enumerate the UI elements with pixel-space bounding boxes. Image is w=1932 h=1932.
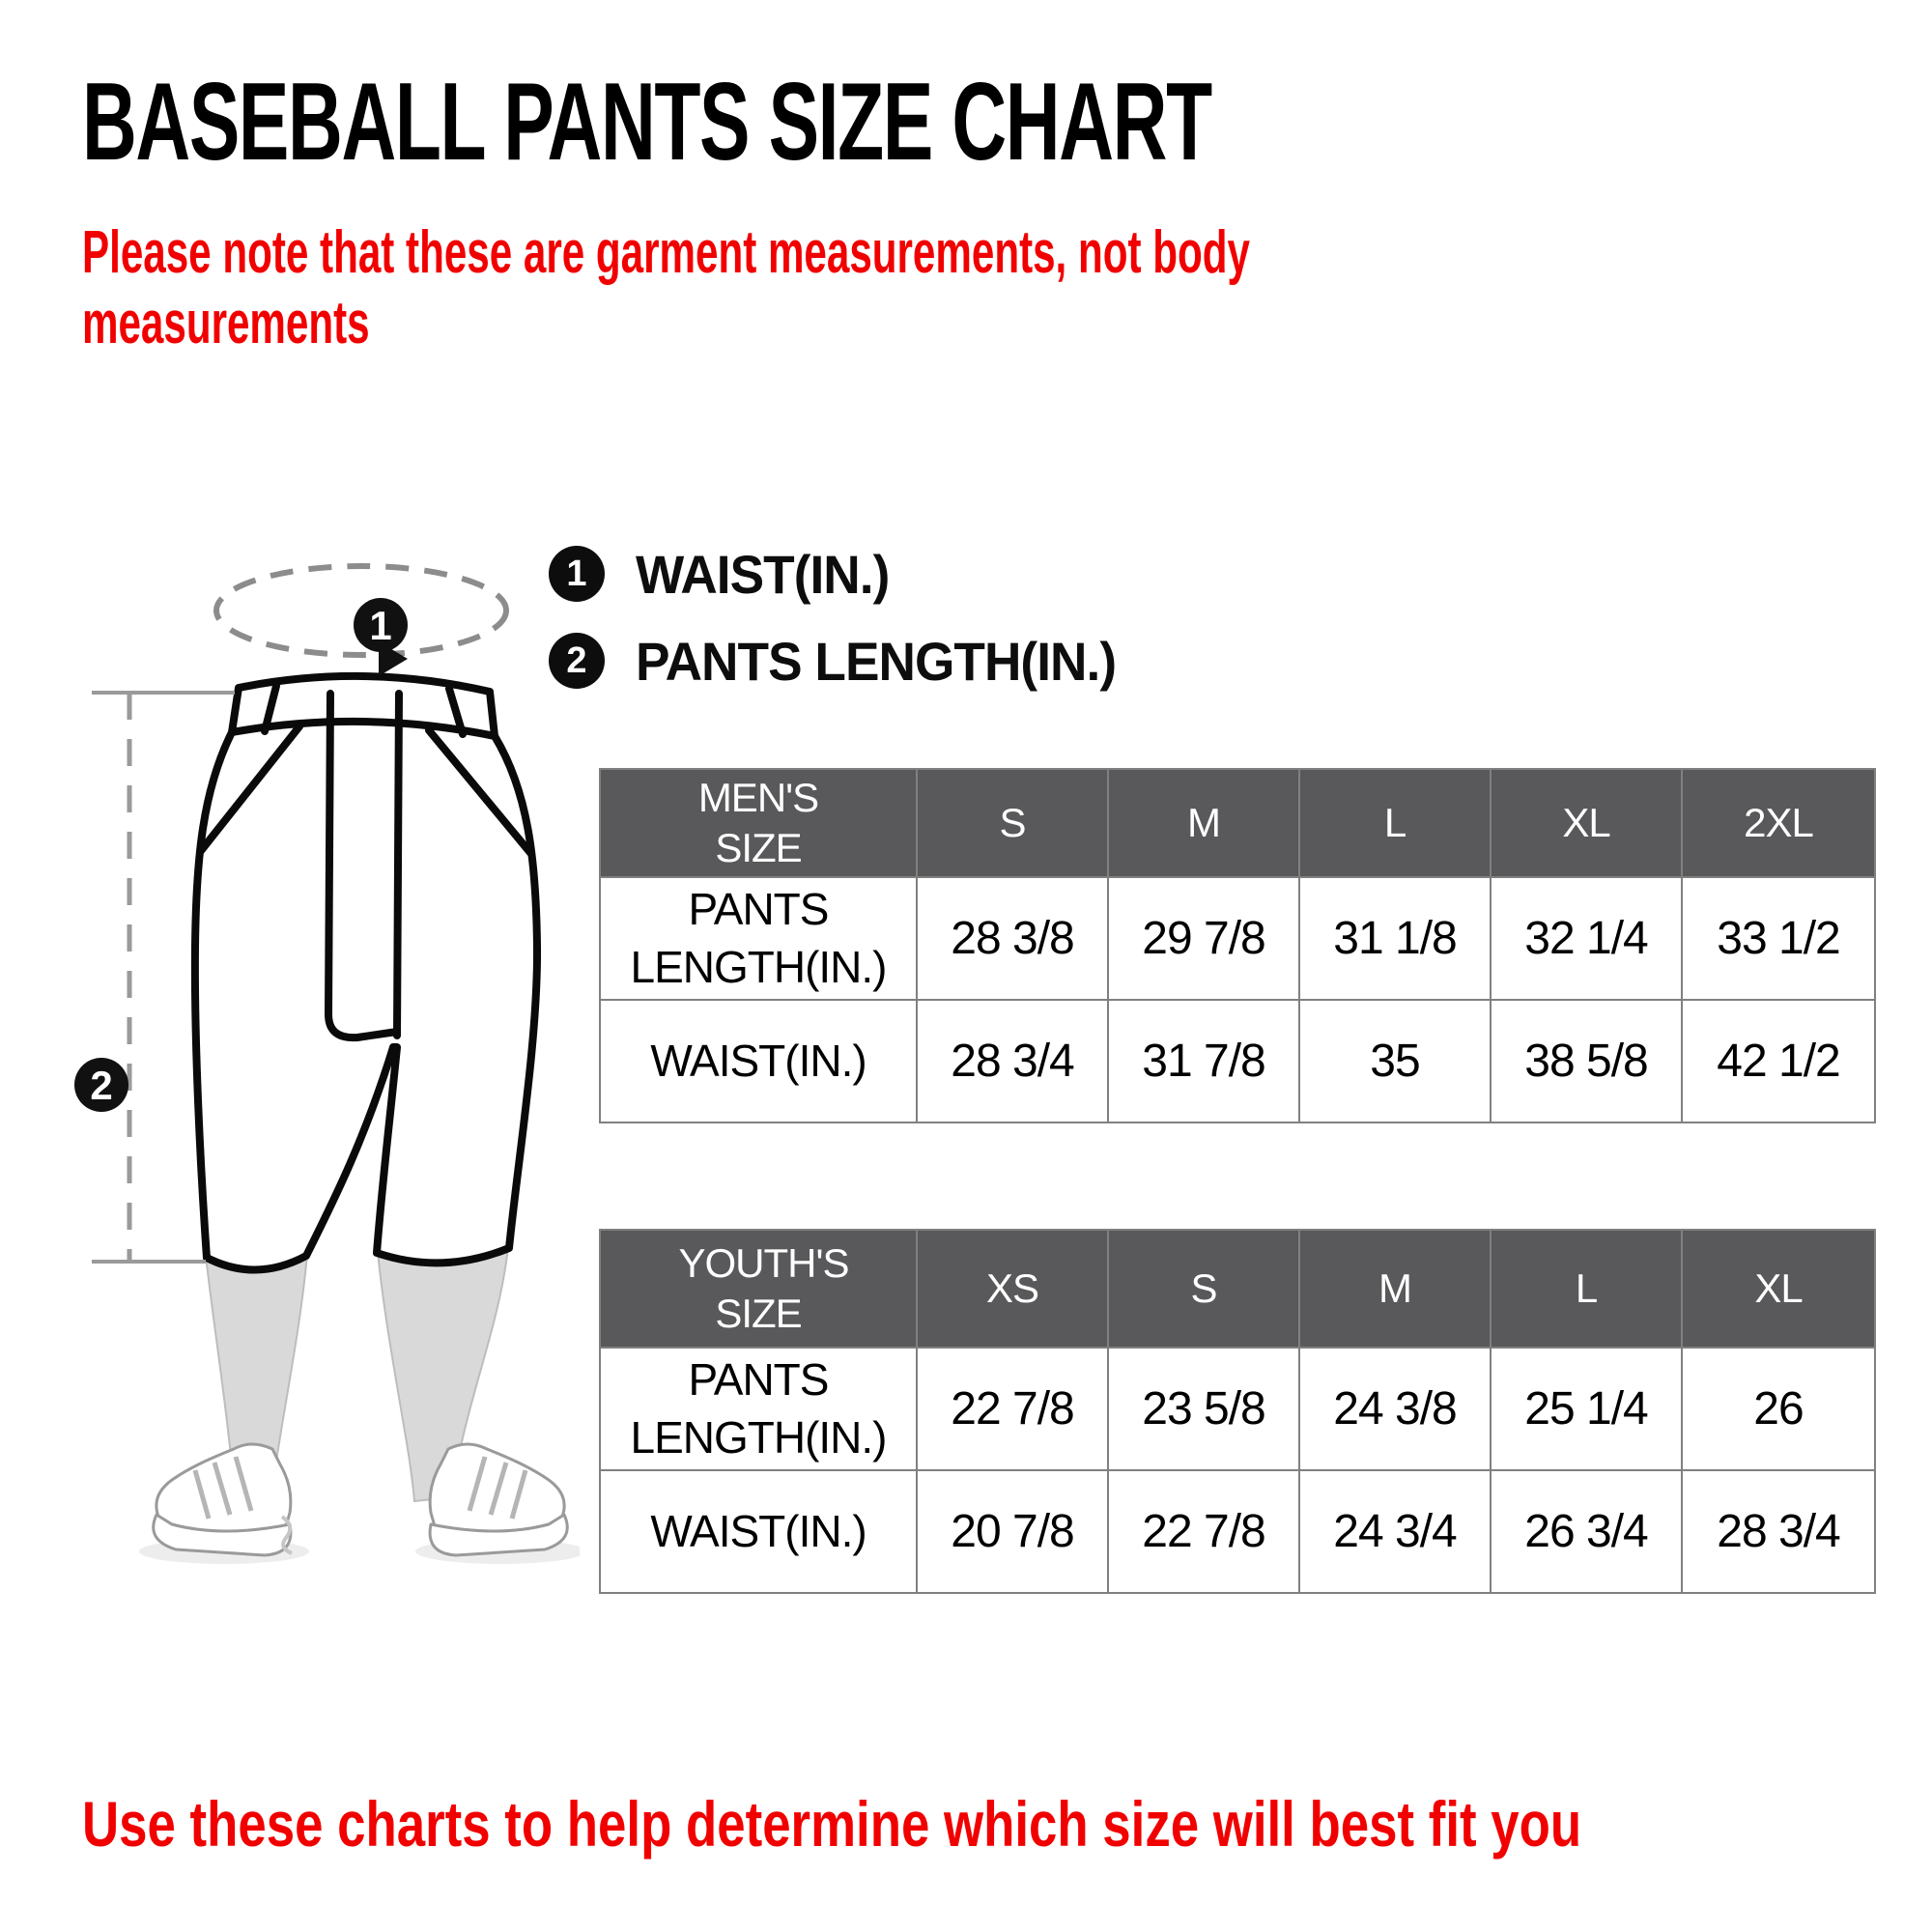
- legend-item-pants-length: 2 PANTS LENGTH(IN.): [549, 631, 1141, 692]
- cell: 28 3/4: [916, 999, 1109, 1123]
- waist-measure-ellipse: [213, 563, 509, 658]
- cell: 42 1/2: [1681, 999, 1876, 1123]
- row-label-text: WAIST(IN.): [650, 1505, 867, 1556]
- row-label: PANTS LENGTH(IN.): [599, 876, 918, 1001]
- mens-table-title-text: MEN'S SIZE: [697, 774, 819, 871]
- mens-header-row: MEN'S SIZE S M L XL 2XL: [600, 769, 1876, 878]
- cell: 35: [1298, 999, 1492, 1123]
- youths-waist-row: WAIST(IN.) 20 7/8 22 7/8 24 3/4 26 3/4 2…: [599, 1469, 1876, 1594]
- youths-col-m: M: [1298, 1230, 1492, 1349]
- cell: 22 7/8: [1107, 1469, 1300, 1594]
- garment-measurement-note: Please note that these are garment measu…: [82, 219, 1250, 357]
- marker-1-badge: 1: [354, 598, 408, 652]
- mens-col-xl: XL: [1490, 769, 1683, 878]
- pants-diagram: 1 2: [74, 563, 580, 1564]
- youths-size-table: YOUTH'S SIZE XS S M L XL PANTS LENGTH(IN…: [599, 1229, 1876, 1594]
- svg-text:1: 1: [369, 603, 391, 648]
- pocket-lines: [196, 723, 535, 858]
- cell: 31 1/8: [1298, 876, 1492, 1001]
- mens-table-title: MEN'S SIZE: [600, 769, 918, 878]
- legend: 1 WAIST(IN.) 2 PANTS LENGTH(IN.): [549, 544, 1141, 720]
- legend-label-waist: WAIST(IN.): [636, 543, 890, 605]
- legend-badge-1: 1: [549, 546, 605, 602]
- svg-text:2: 2: [90, 1063, 112, 1108]
- cell: 25 1/4: [1490, 1347, 1683, 1471]
- left-shoe: [152, 1442, 293, 1557]
- row-label: PANTS LENGTH(IN.): [599, 1347, 918, 1471]
- youths-pants-length-row: PANTS LENGTH(IN.) 22 7/8 23 5/8 24 3/8 2…: [599, 1347, 1876, 1471]
- youths-col-s: S: [1107, 1230, 1300, 1349]
- cell: 20 7/8: [916, 1469, 1109, 1594]
- row-label: WAIST(IN.): [599, 999, 918, 1123]
- youths-col-xs: XS: [916, 1230, 1109, 1349]
- cell: 38 5/8: [1490, 999, 1683, 1123]
- cell: 26 3/4: [1490, 1469, 1683, 1594]
- mens-col-l: L: [1298, 769, 1492, 878]
- mens-col-m: M: [1107, 769, 1300, 878]
- cell: 33 1/2: [1681, 876, 1876, 1001]
- row-label-text: WAIST(IN.): [650, 1035, 867, 1086]
- youths-col-xl: XL: [1681, 1230, 1876, 1349]
- youths-table-title: YOUTH'S SIZE: [600, 1230, 918, 1349]
- mens-waist-row: WAIST(IN.) 28 3/4 31 7/8 35 38 5/8 42 1/…: [599, 999, 1876, 1123]
- legend-item-waist: 1 WAIST(IN.): [549, 544, 1141, 605]
- mens-col-2xl: 2XL: [1681, 769, 1876, 878]
- youths-col-l: L: [1490, 1230, 1683, 1349]
- pants-outline: [190, 671, 542, 1274]
- cell: 23 5/8: [1107, 1347, 1300, 1471]
- cell: 22 7/8: [916, 1347, 1109, 1471]
- row-label-text: PANTS LENGTH(IN.): [630, 883, 888, 992]
- cell: 28 3/4: [1681, 1469, 1876, 1594]
- mens-pants-length-row: PANTS LENGTH(IN.) 28 3/8 29 7/8 31 1/8 3…: [599, 876, 1876, 1001]
- legend-label-pants-length: PANTS LENGTH(IN.): [636, 630, 1117, 692]
- cell: 28 3/8: [916, 876, 1109, 1001]
- mens-size-table: MEN'S SIZE S M L XL 2XL PANTS LENGTH(IN.…: [599, 768, 1876, 1123]
- fly-line: [325, 690, 403, 1042]
- cell: 24 3/4: [1298, 1469, 1492, 1594]
- mens-col-s: S: [916, 769, 1109, 878]
- legend-badge-2: 2: [549, 633, 605, 689]
- right-shoe: [428, 1442, 569, 1557]
- marker-2-badge: 2: [74, 1058, 128, 1112]
- measurement-guides: 1 2: [74, 563, 509, 1264]
- cell: 26: [1681, 1347, 1876, 1471]
- row-label: WAIST(IN.): [599, 1469, 918, 1594]
- cell: 31 7/8: [1107, 999, 1300, 1123]
- cell: 29 7/8: [1107, 876, 1300, 1001]
- fit-advice-note: Use these charts to help determine which…: [82, 1788, 1582, 1860]
- page-title: BASEBALL PANTS SIZE CHART: [82, 61, 1212, 184]
- youths-table-title-text: YOUTH'S SIZE: [678, 1239, 850, 1337]
- cell: 32 1/4: [1490, 876, 1683, 1001]
- belt-loops: [261, 682, 467, 738]
- row-label-text: PANTS LENGTH(IN.): [630, 1353, 888, 1463]
- cell: 24 3/8: [1298, 1347, 1492, 1471]
- youths-header-row: YOUTH'S SIZE XS S M L XL: [600, 1230, 1876, 1349]
